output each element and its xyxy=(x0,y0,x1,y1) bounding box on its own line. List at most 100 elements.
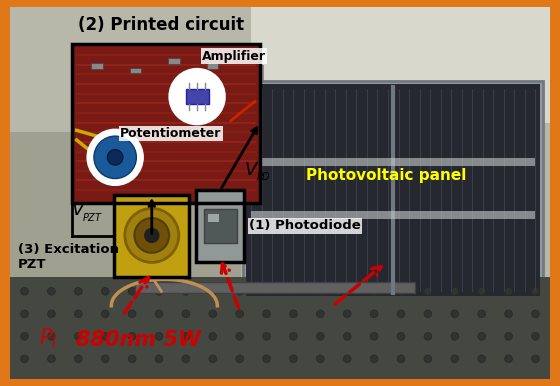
Circle shape xyxy=(397,310,405,318)
Circle shape xyxy=(290,332,297,340)
Circle shape xyxy=(236,310,244,318)
Circle shape xyxy=(128,310,136,318)
Circle shape xyxy=(155,355,163,363)
Text: (3) Excitation
PZT: (3) Excitation PZT xyxy=(18,243,119,271)
Circle shape xyxy=(397,288,405,295)
Circle shape xyxy=(128,355,136,363)
Circle shape xyxy=(74,355,82,363)
Circle shape xyxy=(74,288,82,295)
Circle shape xyxy=(370,310,378,318)
Circle shape xyxy=(94,136,137,179)
Bar xyxy=(168,58,180,64)
Circle shape xyxy=(155,288,163,295)
Circle shape xyxy=(155,310,163,318)
Circle shape xyxy=(88,130,142,185)
Circle shape xyxy=(144,228,160,243)
Circle shape xyxy=(478,355,486,363)
Circle shape xyxy=(182,355,190,363)
Circle shape xyxy=(134,218,169,253)
Circle shape xyxy=(290,355,297,363)
Bar xyxy=(10,132,241,306)
Text: $V$: $V$ xyxy=(244,161,260,179)
Circle shape xyxy=(101,310,109,318)
Circle shape xyxy=(505,332,512,340)
Circle shape xyxy=(343,310,351,318)
Circle shape xyxy=(128,332,136,340)
Circle shape xyxy=(424,355,432,363)
Text: (1) Photodiode: (1) Photodiode xyxy=(249,219,361,232)
Circle shape xyxy=(478,332,486,340)
Circle shape xyxy=(478,310,486,318)
Circle shape xyxy=(182,310,190,318)
Circle shape xyxy=(424,332,432,340)
Circle shape xyxy=(370,332,378,340)
Circle shape xyxy=(531,310,539,318)
Circle shape xyxy=(101,355,109,363)
Circle shape xyxy=(263,355,270,363)
Circle shape xyxy=(182,288,190,295)
Circle shape xyxy=(21,288,29,295)
Bar xyxy=(72,44,260,203)
Bar xyxy=(114,195,189,277)
Circle shape xyxy=(209,332,217,340)
Circle shape xyxy=(21,332,29,340)
Circle shape xyxy=(451,355,459,363)
Circle shape xyxy=(48,355,55,363)
Circle shape xyxy=(128,288,136,295)
Circle shape xyxy=(451,288,459,295)
Circle shape xyxy=(343,332,351,340)
Circle shape xyxy=(478,288,486,295)
Circle shape xyxy=(343,355,351,363)
Circle shape xyxy=(316,332,324,340)
Bar xyxy=(246,84,540,296)
Circle shape xyxy=(74,332,82,340)
Circle shape xyxy=(48,288,55,295)
Circle shape xyxy=(101,288,109,295)
Circle shape xyxy=(155,332,163,340)
Circle shape xyxy=(48,332,55,340)
Bar xyxy=(204,209,237,243)
Text: Amplifier: Amplifier xyxy=(202,50,266,63)
Circle shape xyxy=(101,332,109,340)
Circle shape xyxy=(531,288,539,295)
Bar xyxy=(246,65,264,296)
Circle shape xyxy=(290,310,297,318)
Text: 880nm 5W: 880nm 5W xyxy=(76,330,200,350)
Circle shape xyxy=(424,288,432,295)
Circle shape xyxy=(108,150,123,165)
Circle shape xyxy=(531,332,539,340)
Circle shape xyxy=(209,310,217,318)
Bar xyxy=(251,211,535,219)
Circle shape xyxy=(397,355,405,363)
Bar xyxy=(196,190,244,262)
Circle shape xyxy=(531,355,539,363)
Circle shape xyxy=(370,288,378,295)
Circle shape xyxy=(505,288,512,295)
Text: $V$: $V$ xyxy=(71,201,86,219)
Circle shape xyxy=(236,355,244,363)
Circle shape xyxy=(397,332,405,340)
Circle shape xyxy=(236,288,244,295)
Bar xyxy=(129,68,141,73)
Circle shape xyxy=(21,310,29,318)
Circle shape xyxy=(263,310,270,318)
Circle shape xyxy=(236,332,244,340)
Bar xyxy=(208,214,220,222)
Circle shape xyxy=(343,288,351,295)
Text: Potentiometer: Potentiometer xyxy=(120,127,221,140)
Circle shape xyxy=(263,332,270,340)
Text: (2) Printed circuit: (2) Printed circuit xyxy=(77,16,244,34)
Circle shape xyxy=(21,355,29,363)
Circle shape xyxy=(125,208,179,262)
Circle shape xyxy=(48,310,55,318)
Circle shape xyxy=(74,310,82,318)
Bar xyxy=(72,44,260,203)
Circle shape xyxy=(209,288,217,295)
Bar xyxy=(196,190,244,262)
Circle shape xyxy=(263,288,270,295)
Circle shape xyxy=(370,355,378,363)
Circle shape xyxy=(290,288,297,295)
Circle shape xyxy=(316,288,324,295)
Circle shape xyxy=(451,332,459,340)
Text: $P_I$: $P_I$ xyxy=(39,327,58,350)
